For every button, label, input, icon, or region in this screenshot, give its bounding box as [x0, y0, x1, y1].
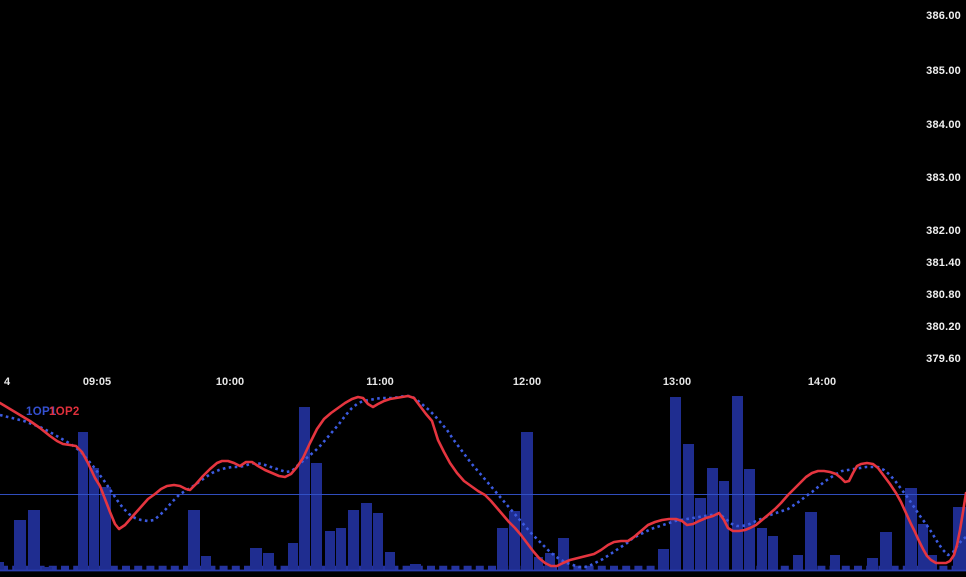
- volume-bar: [0, 562, 4, 570]
- price-tick-label: 386.00: [926, 10, 961, 22]
- volume-bar: [793, 555, 803, 570]
- volume-bar: [250, 548, 262, 570]
- price-tick-label: 380.20: [926, 321, 961, 333]
- volume-bar: [719, 481, 729, 570]
- volume-bar: [361, 503, 372, 570]
- time-tick-label: 09:05: [82, 376, 112, 388]
- price-tick-label: 382.00: [926, 225, 961, 237]
- volume-bar: [545, 553, 555, 570]
- time-tick-label: 12:00: [512, 376, 542, 388]
- volume-bar: [325, 531, 335, 570]
- volume-bar: [905, 488, 917, 570]
- volume-bar: [558, 538, 569, 570]
- volume-bar: [78, 432, 88, 570]
- volume-bar: [757, 528, 767, 570]
- volume-bar: [805, 512, 817, 570]
- volume-bar: [410, 564, 421, 570]
- indicator-legend: 1OP1 1OP2: [0, 406, 200, 422]
- volume-bar: [28, 510, 40, 570]
- volume-bar: [299, 407, 310, 570]
- volume-bar: [830, 555, 840, 570]
- time-tick-label: 14:00: [807, 376, 837, 388]
- time-tick-label: 10:00: [215, 376, 245, 388]
- volume-bar: [744, 469, 755, 570]
- volume-bar: [188, 510, 200, 570]
- volume-bar: [288, 543, 298, 570]
- legend-iop2[interactable]: 1OP2: [49, 406, 80, 418]
- volume-bar: [89, 468, 99, 570]
- volume-bar: [42, 567, 52, 570]
- iop2-solid-line: [0, 394, 966, 568]
- legend-iop1[interactable]: 1OP1: [26, 406, 57, 418]
- volume-bar: [348, 510, 359, 570]
- price-tick-label: 381.40: [926, 257, 961, 269]
- volume-bar: [658, 549, 669, 570]
- volume-bar: [311, 463, 322, 570]
- volume-bar: [880, 532, 892, 570]
- volume-bar: [263, 553, 274, 570]
- volume-bar: [509, 511, 520, 570]
- volume-bar: [373, 513, 383, 570]
- volume-bar: [928, 555, 937, 570]
- volume-bar: [14, 520, 26, 570]
- time-tick-label: 11:00: [366, 376, 394, 388]
- volume-bars: [0, 396, 966, 570]
- volume-bar: [670, 397, 681, 570]
- time-tick-label: 4: [4, 376, 11, 388]
- price-tick-label: 384.00: [926, 119, 961, 131]
- volume-bar: [336, 528, 346, 570]
- volume-bar: [201, 556, 211, 570]
- price-tick-label: 380.80: [926, 289, 961, 301]
- price-tick-label: 383.00: [926, 172, 961, 184]
- volume-bar: [497, 528, 508, 570]
- volume-bar: [707, 468, 718, 570]
- volume-bar: [534, 557, 543, 570]
- volume-bar: [695, 498, 706, 570]
- time-tick-label: 13:00: [662, 376, 692, 388]
- volume-bar: [100, 487, 111, 570]
- volume-bar: [683, 444, 694, 570]
- price-tick-label: 379.60: [926, 353, 961, 365]
- price-tick-label: 385.00: [926, 65, 961, 77]
- volume-bar: [732, 396, 743, 570]
- volume-bar: [867, 558, 878, 570]
- volume-bar: [768, 536, 778, 570]
- volume-bar: [521, 432, 533, 570]
- volume-bar: [385, 552, 395, 570]
